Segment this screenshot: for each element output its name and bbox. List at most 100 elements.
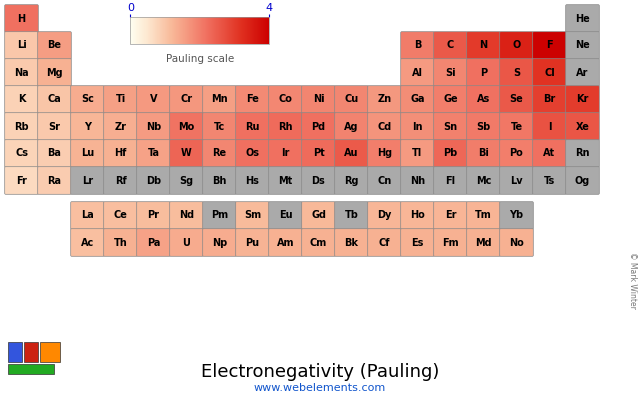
Text: Si: Si: [445, 68, 456, 78]
Text: Ra: Ra: [47, 176, 61, 186]
Text: K: K: [18, 94, 25, 104]
Text: V: V: [150, 94, 157, 104]
Text: Ta: Ta: [147, 148, 159, 158]
Text: Nh: Nh: [410, 176, 425, 186]
FancyBboxPatch shape: [269, 113, 302, 140]
FancyBboxPatch shape: [335, 113, 368, 140]
FancyBboxPatch shape: [566, 140, 599, 167]
Bar: [8, 364, 54, 374]
Text: Th: Th: [114, 238, 127, 248]
FancyBboxPatch shape: [38, 86, 71, 113]
Text: Ti: Ti: [115, 94, 125, 104]
FancyBboxPatch shape: [500, 59, 533, 86]
FancyBboxPatch shape: [4, 113, 38, 140]
Text: Se: Se: [509, 94, 524, 104]
Text: Rf: Rf: [115, 176, 126, 186]
FancyBboxPatch shape: [4, 5, 38, 32]
Text: Be: Be: [47, 40, 61, 50]
Text: Pm: Pm: [211, 210, 228, 220]
Text: Ga: Ga: [410, 94, 425, 104]
FancyBboxPatch shape: [269, 86, 302, 113]
Text: Tb: Tb: [344, 210, 358, 220]
FancyBboxPatch shape: [203, 167, 236, 194]
Text: Yb: Yb: [509, 210, 524, 220]
Text: P: P: [480, 68, 487, 78]
Text: Pr: Pr: [147, 210, 159, 220]
FancyBboxPatch shape: [38, 113, 71, 140]
FancyBboxPatch shape: [38, 167, 71, 194]
FancyBboxPatch shape: [301, 140, 335, 167]
FancyBboxPatch shape: [4, 140, 38, 167]
Text: Te: Te: [511, 122, 523, 132]
FancyBboxPatch shape: [532, 167, 566, 194]
Text: Ca: Ca: [47, 94, 61, 104]
FancyBboxPatch shape: [137, 86, 170, 113]
FancyBboxPatch shape: [532, 32, 566, 59]
FancyBboxPatch shape: [301, 113, 335, 140]
Text: Md: Md: [475, 238, 492, 248]
FancyBboxPatch shape: [500, 140, 533, 167]
FancyBboxPatch shape: [70, 202, 104, 229]
Text: www.webelements.com: www.webelements.com: [254, 383, 386, 393]
FancyBboxPatch shape: [566, 5, 599, 32]
Text: Fm: Fm: [442, 238, 459, 248]
Text: Mn: Mn: [211, 94, 228, 104]
FancyBboxPatch shape: [335, 140, 368, 167]
FancyBboxPatch shape: [401, 59, 435, 86]
Text: Xe: Xe: [575, 122, 589, 132]
FancyBboxPatch shape: [4, 59, 38, 86]
Text: Au: Au: [344, 148, 359, 158]
Text: O: O: [513, 40, 520, 50]
FancyBboxPatch shape: [368, 140, 401, 167]
Text: Og: Og: [575, 176, 590, 186]
Text: Fr: Fr: [16, 176, 27, 186]
Bar: [24, 342, 38, 362]
FancyBboxPatch shape: [170, 202, 204, 229]
Text: Tl: Tl: [412, 148, 422, 158]
Text: Cn: Cn: [378, 176, 392, 186]
Text: Eu: Eu: [278, 210, 292, 220]
FancyBboxPatch shape: [236, 229, 269, 256]
FancyBboxPatch shape: [566, 86, 599, 113]
FancyBboxPatch shape: [203, 229, 236, 256]
Text: Bk: Bk: [344, 238, 358, 248]
Text: Nb: Nb: [146, 122, 161, 132]
Text: At: At: [543, 148, 556, 158]
FancyBboxPatch shape: [500, 86, 533, 113]
FancyBboxPatch shape: [269, 229, 302, 256]
Text: Lu: Lu: [81, 148, 94, 158]
Text: Hf: Hf: [115, 148, 127, 158]
FancyBboxPatch shape: [368, 229, 401, 256]
Text: Hg: Hg: [377, 148, 392, 158]
FancyBboxPatch shape: [401, 229, 435, 256]
Text: Pb: Pb: [444, 148, 458, 158]
FancyBboxPatch shape: [236, 202, 269, 229]
FancyBboxPatch shape: [137, 167, 170, 194]
Text: Ag: Ag: [344, 122, 359, 132]
FancyBboxPatch shape: [137, 113, 170, 140]
FancyBboxPatch shape: [434, 167, 467, 194]
FancyBboxPatch shape: [70, 113, 104, 140]
FancyBboxPatch shape: [137, 202, 170, 229]
FancyBboxPatch shape: [70, 167, 104, 194]
Text: Cm: Cm: [310, 238, 327, 248]
FancyBboxPatch shape: [434, 140, 467, 167]
FancyBboxPatch shape: [401, 202, 435, 229]
FancyBboxPatch shape: [137, 229, 170, 256]
Text: La: La: [81, 210, 94, 220]
FancyBboxPatch shape: [434, 86, 467, 113]
FancyBboxPatch shape: [236, 86, 269, 113]
Text: Db: Db: [146, 176, 161, 186]
Text: Ru: Ru: [245, 122, 260, 132]
FancyBboxPatch shape: [137, 140, 170, 167]
FancyBboxPatch shape: [467, 167, 500, 194]
FancyBboxPatch shape: [104, 86, 138, 113]
FancyBboxPatch shape: [104, 140, 138, 167]
FancyBboxPatch shape: [434, 229, 467, 256]
FancyBboxPatch shape: [301, 202, 335, 229]
FancyBboxPatch shape: [500, 202, 533, 229]
FancyBboxPatch shape: [104, 113, 138, 140]
FancyBboxPatch shape: [104, 202, 138, 229]
Text: Pd: Pd: [312, 122, 326, 132]
Text: Sc: Sc: [81, 94, 94, 104]
